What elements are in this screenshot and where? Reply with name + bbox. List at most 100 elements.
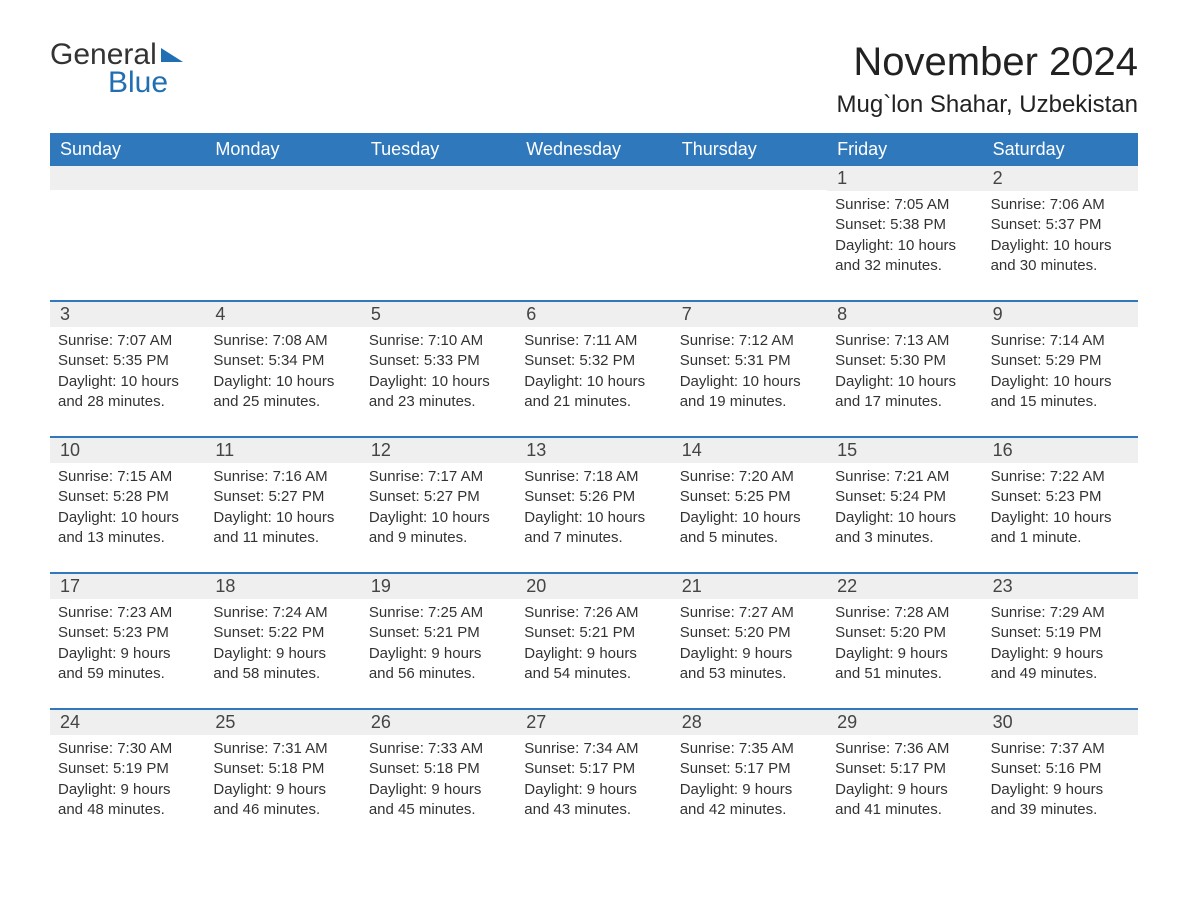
sunrise-line: Sunrise: 7:06 AM xyxy=(991,195,1130,215)
sunrise-line: Sunrise: 7:26 AM xyxy=(524,603,663,623)
title-block: November 2024 Mug`lon Shahar, Uzbekistan xyxy=(837,40,1139,119)
sunrise-line: Sunrise: 7:28 AM xyxy=(835,603,974,623)
daylight-line: Daylight: 10 hours and 19 minutes. xyxy=(680,372,819,413)
day-number: 9 xyxy=(983,302,1138,327)
day-number: 14 xyxy=(672,438,827,463)
daylight-line: Daylight: 10 hours and 21 minutes. xyxy=(524,372,663,413)
day-cell: 18Sunrise: 7:24 AMSunset: 5:22 PMDayligh… xyxy=(205,574,360,708)
sunrise-line: Sunrise: 7:23 AM xyxy=(58,603,197,623)
sunset-line: Sunset: 5:23 PM xyxy=(991,487,1130,507)
sunset-line: Sunset: 5:27 PM xyxy=(213,487,352,507)
sunset-line: Sunset: 5:27 PM xyxy=(369,487,508,507)
day-details: Sunrise: 7:24 AMSunset: 5:22 PMDaylight:… xyxy=(213,603,352,684)
sunset-line: Sunset: 5:19 PM xyxy=(991,623,1130,643)
day-cell: 23Sunrise: 7:29 AMSunset: 5:19 PMDayligh… xyxy=(983,574,1138,708)
day-cell: 17Sunrise: 7:23 AMSunset: 5:23 PMDayligh… xyxy=(50,574,205,708)
sunset-line: Sunset: 5:17 PM xyxy=(680,759,819,779)
day-details: Sunrise: 7:12 AMSunset: 5:31 PMDaylight:… xyxy=(680,331,819,412)
day-number: 12 xyxy=(361,438,516,463)
sunset-line: Sunset: 5:35 PM xyxy=(58,351,197,371)
day-number xyxy=(50,166,205,190)
location: Mug`lon Shahar, Uzbekistan xyxy=(837,91,1139,119)
sunset-line: Sunset: 5:31 PM xyxy=(680,351,819,371)
day-details: Sunrise: 7:23 AMSunset: 5:23 PMDaylight:… xyxy=(58,603,197,684)
day-cell: 1Sunrise: 7:05 AMSunset: 5:38 PMDaylight… xyxy=(827,166,982,300)
week-row: 24Sunrise: 7:30 AMSunset: 5:19 PMDayligh… xyxy=(50,708,1138,844)
day-cell: 28Sunrise: 7:35 AMSunset: 5:17 PMDayligh… xyxy=(672,710,827,844)
day-details: Sunrise: 7:08 AMSunset: 5:34 PMDaylight:… xyxy=(213,331,352,412)
sunset-line: Sunset: 5:21 PM xyxy=(524,623,663,643)
day-cell: 16Sunrise: 7:22 AMSunset: 5:23 PMDayligh… xyxy=(983,438,1138,572)
day-number: 25 xyxy=(205,710,360,735)
sunrise-line: Sunrise: 7:17 AM xyxy=(369,467,508,487)
day-cell: 15Sunrise: 7:21 AMSunset: 5:24 PMDayligh… xyxy=(827,438,982,572)
day-cell: 8Sunrise: 7:13 AMSunset: 5:30 PMDaylight… xyxy=(827,302,982,436)
day-cell xyxy=(205,166,360,300)
day-number xyxy=(361,166,516,190)
daylight-line: Daylight: 10 hours and 25 minutes. xyxy=(213,372,352,413)
sunset-line: Sunset: 5:22 PM xyxy=(213,623,352,643)
daylight-line: Daylight: 10 hours and 7 minutes. xyxy=(524,508,663,549)
day-details: Sunrise: 7:27 AMSunset: 5:20 PMDaylight:… xyxy=(680,603,819,684)
day-number: 20 xyxy=(516,574,671,599)
sunrise-line: Sunrise: 7:10 AM xyxy=(369,331,508,351)
day-number: 26 xyxy=(361,710,516,735)
dayhead-tue: Tuesday xyxy=(361,133,516,166)
day-number: 11 xyxy=(205,438,360,463)
day-number: 3 xyxy=(50,302,205,327)
day-cell: 10Sunrise: 7:15 AMSunset: 5:28 PMDayligh… xyxy=(50,438,205,572)
day-details: Sunrise: 7:21 AMSunset: 5:24 PMDaylight:… xyxy=(835,467,974,548)
sunset-line: Sunset: 5:25 PM xyxy=(680,487,819,507)
daylight-line: Daylight: 9 hours and 53 minutes. xyxy=(680,644,819,685)
day-cell: 9Sunrise: 7:14 AMSunset: 5:29 PMDaylight… xyxy=(983,302,1138,436)
week-row: 3Sunrise: 7:07 AMSunset: 5:35 PMDaylight… xyxy=(50,300,1138,436)
sunset-line: Sunset: 5:23 PM xyxy=(58,623,197,643)
dayhead-mon: Monday xyxy=(205,133,360,166)
sunset-line: Sunset: 5:32 PM xyxy=(524,351,663,371)
day-cell xyxy=(672,166,827,300)
daylight-line: Daylight: 9 hours and 39 minutes. xyxy=(991,780,1130,821)
sunrise-line: Sunrise: 7:24 AM xyxy=(213,603,352,623)
sunset-line: Sunset: 5:34 PM xyxy=(213,351,352,371)
day-number: 7 xyxy=(672,302,827,327)
day-cell: 29Sunrise: 7:36 AMSunset: 5:17 PMDayligh… xyxy=(827,710,982,844)
logo-word2: Blue xyxy=(108,68,183,98)
daylight-line: Daylight: 10 hours and 30 minutes. xyxy=(991,236,1130,277)
sunset-line: Sunset: 5:17 PM xyxy=(524,759,663,779)
sunrise-line: Sunrise: 7:11 AM xyxy=(524,331,663,351)
sunrise-line: Sunrise: 7:08 AM xyxy=(213,331,352,351)
day-cell: 2Sunrise: 7:06 AMSunset: 5:37 PMDaylight… xyxy=(983,166,1138,300)
logo: General Blue xyxy=(50,40,183,98)
sunrise-line: Sunrise: 7:12 AM xyxy=(680,331,819,351)
day-cell xyxy=(516,166,671,300)
daylight-line: Daylight: 9 hours and 54 minutes. xyxy=(524,644,663,685)
sunset-line: Sunset: 5:26 PM xyxy=(524,487,663,507)
day-number xyxy=(672,166,827,190)
daylight-line: Daylight: 10 hours and 13 minutes. xyxy=(58,508,197,549)
sunset-line: Sunset: 5:18 PM xyxy=(369,759,508,779)
calendar: Sunday Monday Tuesday Wednesday Thursday… xyxy=(50,133,1138,844)
day-number: 24 xyxy=(50,710,205,735)
sunrise-line: Sunrise: 7:18 AM xyxy=(524,467,663,487)
sunset-line: Sunset: 5:33 PM xyxy=(369,351,508,371)
daylight-line: Daylight: 10 hours and 11 minutes. xyxy=(213,508,352,549)
day-number: 19 xyxy=(361,574,516,599)
sunset-line: Sunset: 5:21 PM xyxy=(369,623,508,643)
daylight-line: Daylight: 9 hours and 48 minutes. xyxy=(58,780,197,821)
day-details: Sunrise: 7:05 AMSunset: 5:38 PMDaylight:… xyxy=(835,195,974,276)
day-details: Sunrise: 7:11 AMSunset: 5:32 PMDaylight:… xyxy=(524,331,663,412)
sunrise-line: Sunrise: 7:30 AM xyxy=(58,739,197,759)
daylight-line: Daylight: 10 hours and 1 minute. xyxy=(991,508,1130,549)
day-number xyxy=(516,166,671,190)
daylight-line: Daylight: 9 hours and 59 minutes. xyxy=(58,644,197,685)
day-cell: 13Sunrise: 7:18 AMSunset: 5:26 PMDayligh… xyxy=(516,438,671,572)
sunset-line: Sunset: 5:17 PM xyxy=(835,759,974,779)
day-number: 5 xyxy=(361,302,516,327)
day-number: 28 xyxy=(672,710,827,735)
day-cell: 26Sunrise: 7:33 AMSunset: 5:18 PMDayligh… xyxy=(361,710,516,844)
day-number: 8 xyxy=(827,302,982,327)
sunrise-line: Sunrise: 7:22 AM xyxy=(991,467,1130,487)
sunrise-line: Sunrise: 7:33 AM xyxy=(369,739,508,759)
day-details: Sunrise: 7:31 AMSunset: 5:18 PMDaylight:… xyxy=(213,739,352,820)
dayhead-fri: Friday xyxy=(827,133,982,166)
